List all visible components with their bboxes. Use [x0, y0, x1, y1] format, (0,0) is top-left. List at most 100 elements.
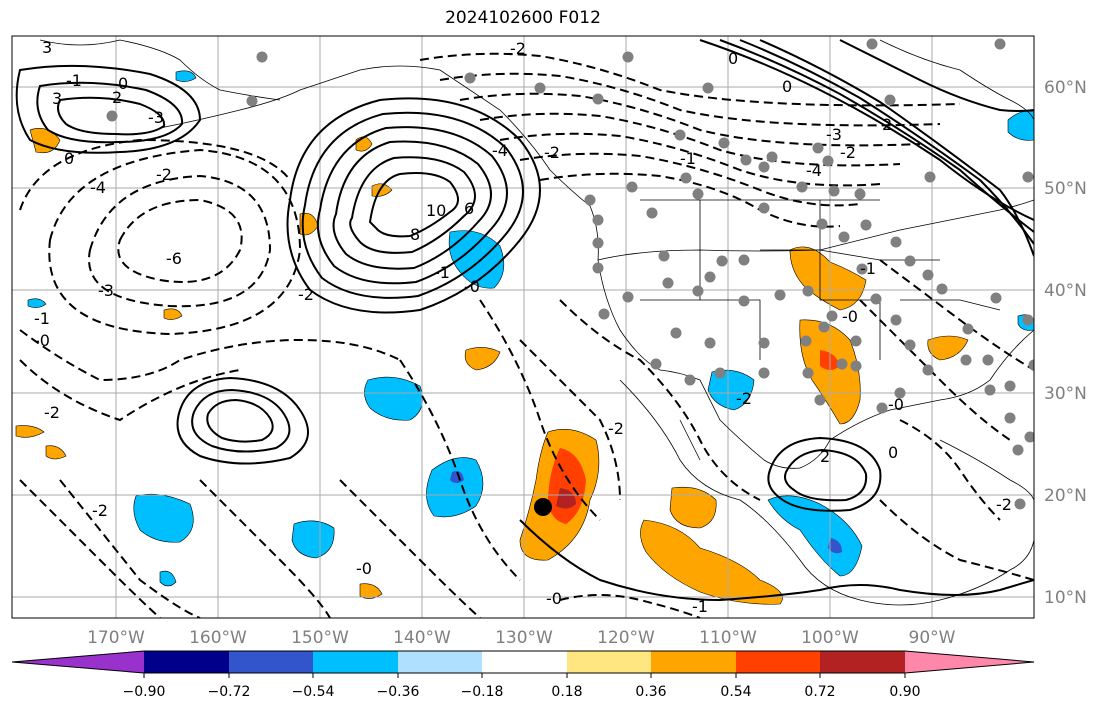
shade-region — [789, 246, 867, 311]
shade-region — [464, 347, 501, 371]
contour-label: -1 — [434, 263, 450, 282]
contour-label: -2 — [92, 501, 108, 520]
contour-label: -2 — [298, 285, 314, 304]
shade-region — [163, 308, 183, 320]
contour-label: -4 — [90, 178, 106, 197]
lon-tick-label: 160°W — [189, 628, 247, 648]
contour-label: -1 — [66, 71, 82, 90]
lon-tick-label: 140°W — [393, 628, 451, 648]
lon-tick-label: 100°W — [801, 628, 859, 648]
contour-label: -0 — [842, 307, 858, 326]
positive-contours — [15, 39, 1034, 602]
colorbar-tick-label: 0.72 — [804, 684, 835, 700]
shade-region — [828, 538, 842, 554]
shade-region — [159, 570, 177, 587]
colorbar: −0.90 −0.72 −0.54 −0.36 −0.18 0.18 0.36 … — [11, 650, 1035, 700]
shade-region — [364, 376, 423, 421]
shade-region — [45, 445, 67, 460]
colorbar-swatch — [12, 651, 144, 673]
contour-label: 3 — [52, 89, 62, 108]
colorbar-tick-label: −0.36 — [377, 684, 420, 700]
colorbar-tick-label: 0.18 — [551, 684, 582, 700]
shade-region — [27, 298, 47, 308]
shade-region — [707, 369, 755, 411]
contour-label: -1 — [34, 309, 50, 328]
colorbar-swatch — [651, 651, 736, 673]
colorbar-swatch — [398, 651, 482, 673]
contour-label: 0 — [64, 149, 74, 168]
shade-region — [175, 70, 197, 82]
contour-label: -2 — [510, 39, 526, 58]
contour-label: -2 — [156, 165, 172, 184]
contour-label: -2 — [736, 389, 752, 408]
lat-tick-label: 60°N — [1044, 78, 1087, 98]
contour-label: -2 — [544, 143, 560, 162]
highlight-point-marker — [534, 498, 552, 516]
contour-label: 0 — [888, 443, 898, 462]
map-title: 2024102600 F012 — [445, 8, 601, 28]
lat-tick-label: 40°N — [1044, 281, 1087, 301]
latitude-labels: 60°N 50°N 40°N 30°N 20°N 10°N — [1044, 78, 1087, 608]
colorbar-swatch — [482, 651, 567, 673]
contour-labels: 3 0 -1 3 2 -3 0 -4 -2 -6 -3 -1 -0 -2 -2 … — [34, 38, 1012, 616]
contour-label: -3 — [826, 125, 842, 144]
shade-region — [15, 425, 45, 438]
contour-label: -0 — [546, 589, 562, 608]
shade-region — [556, 488, 576, 509]
contour-label: -0 — [888, 395, 904, 414]
contour-label: 0 — [118, 74, 128, 93]
negative-contours — [19, 52, 1034, 618]
lon-tick-label: 150°W — [291, 628, 349, 648]
contour-label: -2 — [840, 143, 856, 162]
contour-label: 2 — [882, 115, 892, 134]
contour-label: -3 — [98, 281, 114, 300]
contour-label: -2 — [44, 403, 60, 422]
shade-region — [669, 486, 717, 529]
colorbar-tick-label: 0.90 — [889, 684, 920, 700]
contour-label: -1 — [680, 149, 696, 168]
contour-label: -2 — [608, 419, 624, 438]
colorbar-tick-label: 0.36 — [635, 684, 666, 700]
colorbar-tick-label: −0.90 — [123, 684, 166, 700]
lon-tick-label: 170°W — [87, 628, 145, 648]
lat-tick-label: 50°N — [1044, 179, 1087, 199]
lon-tick-label: 120°W — [597, 628, 655, 648]
colorbar-tick-label: −0.18 — [461, 684, 504, 700]
contour-label: -2 — [996, 495, 1012, 514]
lat-tick-label: 30°N — [1044, 384, 1087, 404]
shade-region — [291, 520, 335, 559]
contour-label: -1 — [860, 259, 876, 278]
shade-region — [927, 335, 969, 361]
colorbar-swatch — [229, 651, 313, 673]
gridlines — [12, 36, 1034, 618]
lon-tick-label: 110°W — [699, 628, 757, 648]
colorbar-swatch — [905, 651, 1034, 673]
lon-tick-label: 90°W — [909, 628, 956, 648]
colorbar-swatch — [313, 651, 398, 673]
contour-label: -1 — [692, 597, 708, 616]
contour-label: -4 — [806, 161, 822, 180]
contour-label: 3 — [42, 38, 52, 57]
colorbar-swatch — [736, 651, 820, 673]
lat-tick-label: 10°N — [1044, 588, 1087, 608]
shade-region — [1007, 110, 1034, 141]
shade-region — [640, 519, 783, 605]
map-frame — [11, 35, 1035, 619]
contour-label: -6 — [166, 249, 182, 268]
colorbar-tick-label: −0.54 — [292, 684, 335, 700]
lon-tick-label: 130°W — [495, 628, 553, 648]
contour-label: 2 — [820, 447, 830, 466]
station-markers — [106, 38, 1034, 510]
shade-region — [359, 583, 383, 599]
contour-label: 6 — [464, 199, 474, 218]
contour-label: 2 — [112, 88, 122, 107]
contour-label: -0 — [34, 331, 50, 350]
shade-region — [29, 128, 61, 154]
contour-label: 0 — [782, 77, 792, 96]
colorbar-swatch — [144, 651, 229, 673]
contour-label: 10 — [426, 201, 446, 220]
colorbar-tick-label: −0.72 — [208, 684, 251, 700]
colorbar-swatch — [820, 651, 905, 673]
contour-label: -4 — [492, 141, 508, 160]
